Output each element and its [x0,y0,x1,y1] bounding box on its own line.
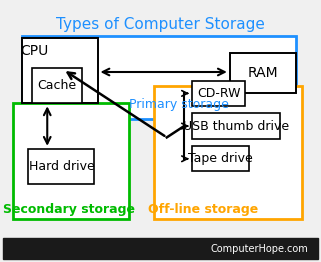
Text: RAM: RAM [247,66,278,80]
Bar [3,238,318,259]
FancyBboxPatch shape [192,146,248,171]
Text: Off-line storage: Off-line storage [148,203,258,216]
Text: ComputerHope.com: ComputerHope.com [211,244,308,254]
Text: Hard drive: Hard drive [29,160,94,173]
Text: Types of Computer Storage: Types of Computer Storage [56,17,265,32]
Text: USB thumb drive: USB thumb drive [183,119,289,133]
Text: CPU: CPU [21,43,49,58]
FancyBboxPatch shape [192,113,280,139]
FancyBboxPatch shape [22,38,98,103]
Text: Tape drive: Tape drive [188,152,253,165]
Text: Cache: Cache [37,79,76,92]
FancyBboxPatch shape [22,36,296,118]
FancyBboxPatch shape [192,81,246,106]
FancyBboxPatch shape [31,68,82,103]
FancyBboxPatch shape [13,103,129,219]
Text: Secondary storage: Secondary storage [3,203,135,216]
Text: Primary storage: Primary storage [129,98,229,111]
FancyBboxPatch shape [28,149,94,184]
Text: CD-RW: CD-RW [197,87,240,100]
FancyBboxPatch shape [230,53,296,93]
FancyBboxPatch shape [154,86,302,219]
